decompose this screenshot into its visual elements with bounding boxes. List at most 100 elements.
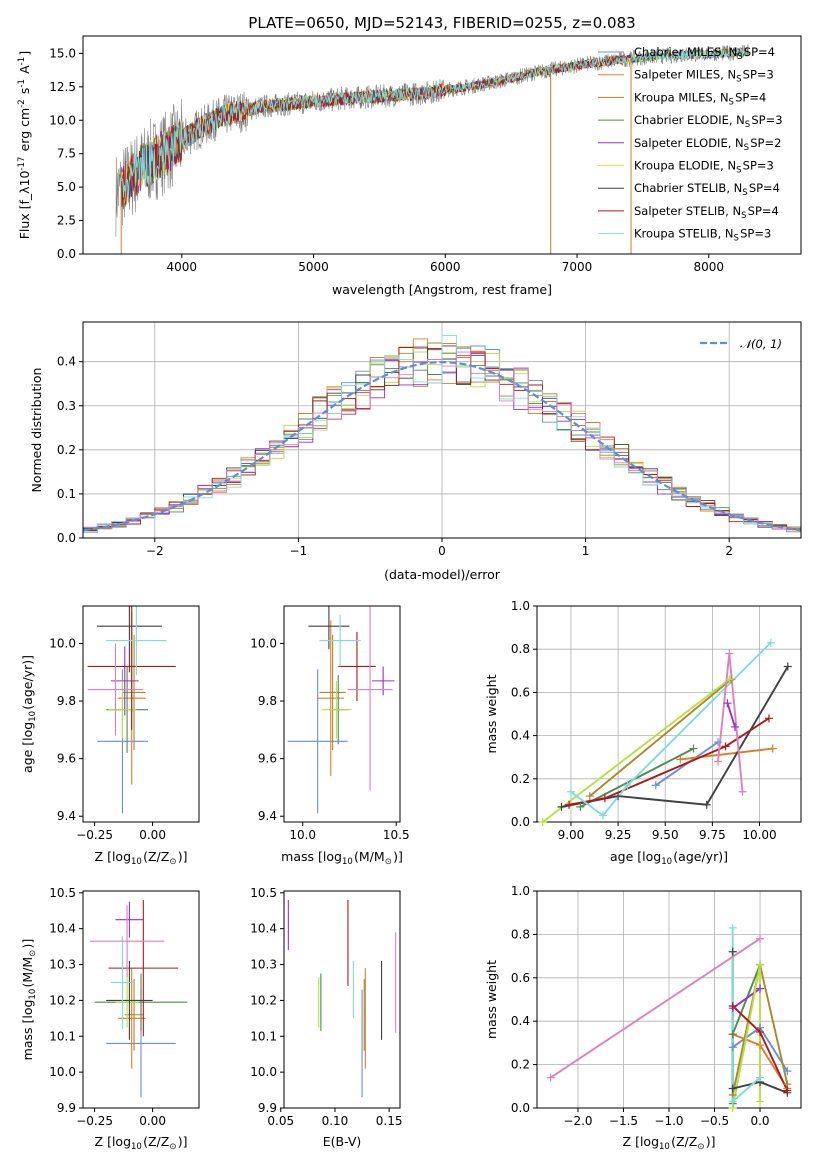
text-part: E(B-V) [323, 1134, 362, 1149]
weight-marker [728, 1084, 737, 1093]
axes-frame [536, 605, 802, 823]
axes-frame [283, 605, 401, 823]
weight-line-salpeter_elodie [726, 702, 736, 728]
legend: 𝒩(0, 1) [700, 337, 782, 351]
plot-area [83, 335, 801, 533]
y-tick-label: 10.5 [49, 886, 76, 900]
subscript: ⊙ [385, 857, 392, 867]
subscript: 10 [131, 857, 142, 867]
weight-line-kroupa_miles [589, 678, 732, 797]
x-tick-label: −2 [146, 544, 164, 558]
y-tick-label: 10.3 [49, 958, 76, 972]
text-part: A [17, 65, 32, 78]
subscript: 10 [28, 711, 38, 722]
weight-marker [764, 714, 773, 723]
legend-label: Chabrier ELODIE, NS SP=3 [634, 113, 783, 130]
text-part: (age/yr)] [673, 849, 728, 864]
weight-marker [566, 787, 575, 796]
y-tick-label: 1.0 [511, 599, 530, 613]
legend-label: Kroupa ELODIE, NS SP=3 [634, 159, 774, 176]
weight-line-chabrier_elodie [579, 747, 694, 808]
subscript: S [742, 188, 747, 198]
text-part: SP=4 [735, 90, 766, 104]
weight-marker [756, 960, 765, 969]
x-axis-label: Z [log10 (Z/Z⊙ )] [95, 1134, 188, 1152]
text-part: Kroupa STELIB, N [634, 227, 734, 241]
subscript: S [736, 166, 741, 176]
y-tick-label: 9.4 [258, 809, 277, 823]
y-tick-label: 10.2 [49, 993, 76, 1007]
weight-marker [731, 722, 739, 731]
y-tick-label: 9.6 [57, 752, 76, 766]
y-tick-label: 0.0 [511, 1101, 530, 1115]
y-tick-label: 0.1 [57, 487, 76, 501]
subscript: 10 [342, 857, 353, 867]
weight-line-salpeter_miles [680, 747, 773, 761]
text-part: age [log [610, 849, 661, 864]
subscript: S [736, 75, 741, 85]
y-tick-label: 10.4 [250, 922, 277, 936]
weight-line-chabrier_stelib [561, 666, 789, 808]
text-part: SP=4 [749, 181, 780, 195]
weight-marker [728, 923, 737, 932]
plot-area [287, 606, 395, 814]
weight-marker [756, 934, 765, 943]
weight-marker [565, 800, 574, 809]
x-axis-label: mass [log10 (M/M⊙ )] [281, 849, 403, 867]
y-tick-label: 10.5 [250, 886, 277, 900]
y-tick-label: 0.0 [57, 531, 76, 545]
text-part: erg cm [17, 108, 32, 156]
subscript: S [744, 143, 749, 153]
weight-marker [721, 742, 730, 751]
y-tick-label: 0.8 [511, 642, 530, 656]
y-tick-label: 10.4 [49, 922, 76, 936]
subscript: 10 [28, 989, 38, 1000]
subscript: S [745, 120, 750, 130]
weight-marker [689, 744, 698, 753]
plot-area [87, 606, 176, 814]
y-tick-label: 0.6 [511, 971, 530, 985]
weight-marker [728, 947, 737, 956]
weight-marker [756, 1097, 765, 1106]
legend-label: 𝒩(0, 1) [740, 337, 782, 351]
weight-marker [599, 811, 607, 820]
text-part: )] [393, 849, 403, 864]
text-part: SP=4 [748, 204, 779, 218]
axes-ebv_mass: 0.05 0.10 0.15 9.9 10.0 10.1 10.2 10.3 10.4 10.5 [250, 886, 402, 1128]
y-tick-label: 0.4 [511, 1014, 530, 1028]
x-tick-label: 10.0 [289, 828, 316, 842]
x-axis-label: Z [log10 (Z/Z⊙ )] [95, 849, 188, 867]
superscript: -17 [17, 157, 27, 171]
y-tick-label: 5.0 [57, 180, 76, 194]
weight-marker [728, 1097, 737, 1106]
normal-curve [83, 360, 801, 532]
weight-line-kroupa_stelib [570, 642, 772, 817]
weight-marker [576, 802, 585, 811]
legend-label: Kroupa MILES, NS SP=4 [634, 90, 766, 107]
y-tick-label: 9.8 [57, 694, 76, 708]
text-part: (M/M [20, 957, 35, 988]
legend-label: Kroupa STELIB, NS SP=3 [634, 227, 771, 244]
legend-label: Chabrier MILES, NS SP=4 [634, 45, 775, 62]
text-part: Kroupa ELODIE, N [634, 159, 736, 173]
text-part: (M/M [354, 849, 385, 864]
weight-marker [714, 757, 723, 766]
y-tick-label: 0.2 [511, 772, 530, 786]
y-axis-label: age [log10 (age/yr)] [20, 655, 38, 773]
plot-area [115, 44, 749, 254]
y-axis-label: mass [log10 (M/M⊙ )] [20, 939, 38, 1061]
x-tick-label: −1.0 [654, 1114, 683, 1128]
text-part: age [log [20, 722, 35, 773]
subscript: S [737, 52, 742, 62]
plot-area [89, 899, 188, 1098]
y-tick-label: 9.9 [258, 1101, 277, 1115]
text-part: mass [log [281, 849, 342, 864]
superscript: -1 [17, 79, 27, 87]
text-part: SP=2 [750, 136, 781, 150]
text-part: Chabrier ELODIE, N [634, 113, 745, 127]
histogram-pink [83, 351, 801, 531]
legend-label: Salpeter ELODIE, NS SP=2 [634, 136, 781, 153]
x-tick-label: 2 [725, 544, 733, 558]
text-part: Chabrier MILES, N [634, 45, 737, 59]
